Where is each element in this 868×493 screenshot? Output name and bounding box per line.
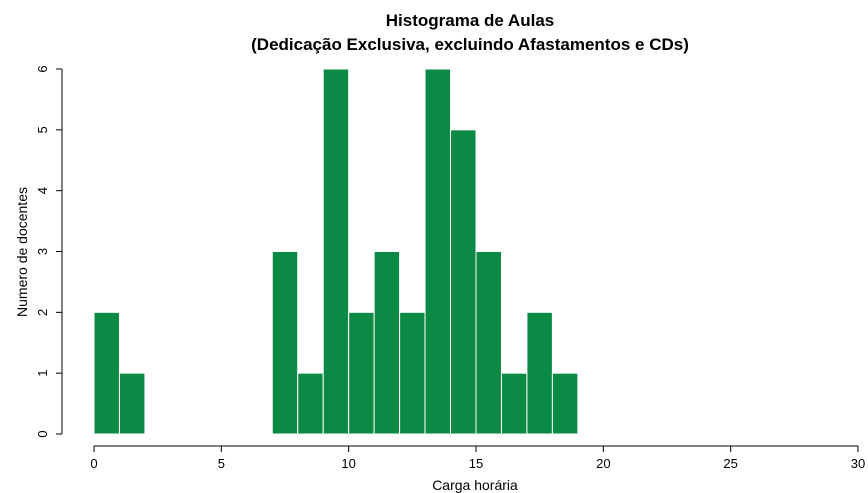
histogram-bar-8-9 xyxy=(297,372,324,435)
y-tick-label-2: 2 xyxy=(35,309,50,316)
x-tick-label-5: 5 xyxy=(218,456,225,471)
x-tick-label-20: 20 xyxy=(596,456,610,471)
y-tick-label-6: 6 xyxy=(35,65,50,72)
x-tick-label-30: 30 xyxy=(851,456,865,471)
x-tick-label-25: 25 xyxy=(723,456,737,471)
histogram-bar-18-19 xyxy=(551,372,579,435)
histogram-bar-17-18 xyxy=(526,311,553,435)
histogram-bar-15-16 xyxy=(475,251,502,435)
chart-title: Histograma de Aulas xyxy=(386,11,554,30)
x-axis-label: Carga horária xyxy=(432,477,518,493)
histogram-bar-1-2 xyxy=(118,372,146,435)
y-axis-label: Numero de docentes xyxy=(14,187,30,317)
x-tick-label-0: 0 xyxy=(90,456,97,471)
chart-subtitle: (Dedicação Exclusiva, excluindo Afastame… xyxy=(251,35,689,54)
y-tick-label-5: 5 xyxy=(35,126,50,133)
y-tick-label-3: 3 xyxy=(35,248,50,255)
histogram-bar-16-17 xyxy=(500,372,528,435)
histogram-bar-10-11 xyxy=(348,311,375,435)
x-axis: 0 5 10 15 20 25 30 xyxy=(90,445,865,471)
histogram-bar-14-15 xyxy=(450,129,477,435)
y-axis: 0 1 2 3 4 5 6 xyxy=(35,65,63,438)
histogram-bar-13-14 xyxy=(424,68,452,435)
x-tick-label-10: 10 xyxy=(341,456,355,471)
histogram-bar-11-12 xyxy=(373,251,401,435)
y-tick-label-1: 1 xyxy=(35,370,50,377)
bars-group xyxy=(93,68,579,435)
y-tick-label-4: 4 xyxy=(35,187,50,194)
y-tick-label-0: 0 xyxy=(35,430,50,437)
histogram-bar-9-10 xyxy=(322,68,350,435)
histogram-bar-12-13 xyxy=(399,311,426,435)
histogram-bar-0-1 xyxy=(93,311,120,435)
histogram-bar-7-8 xyxy=(271,251,299,435)
x-tick-label-15: 15 xyxy=(469,456,483,471)
